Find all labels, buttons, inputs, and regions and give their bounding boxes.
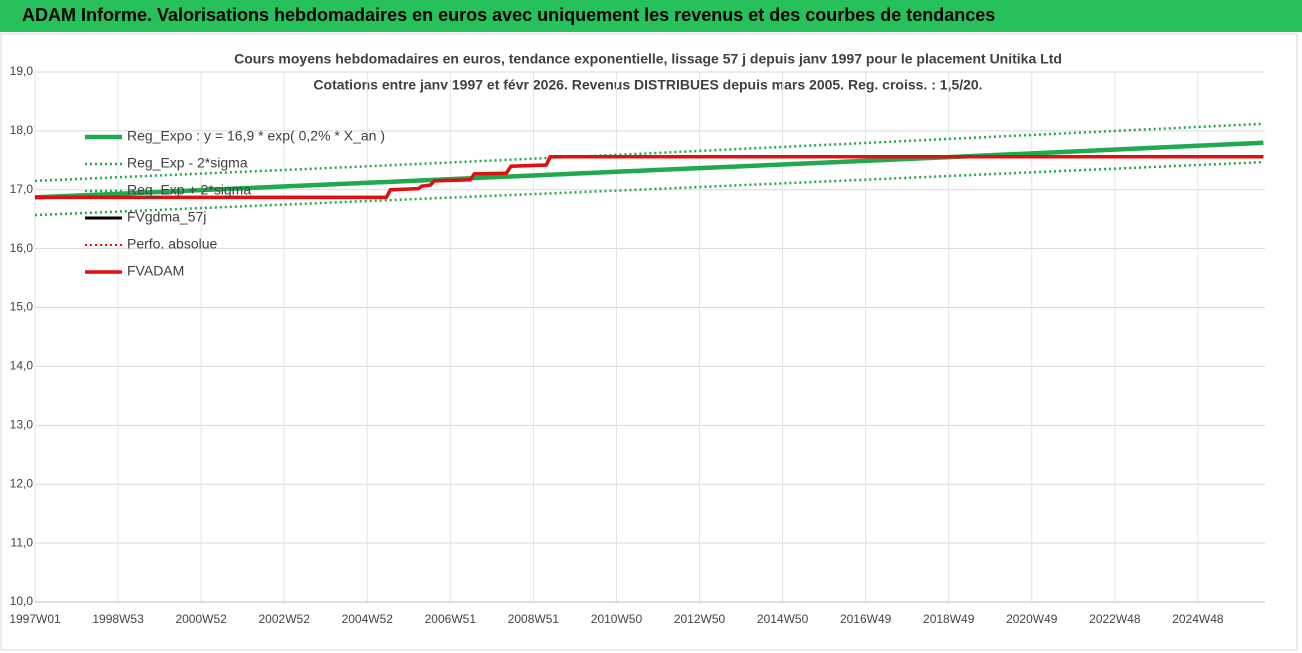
x-tick-label: 2008W51 <box>508 612 560 626</box>
chart: Cours moyens hebdomadaires en euros, ten… <box>0 33 1298 651</box>
series-line <box>34 140 1264 200</box>
legend-label: Perfo. absolue <box>127 236 217 252</box>
x-tick-label: 2024W48 <box>1172 612 1224 626</box>
x-tick-label: 2012W50 <box>674 612 726 626</box>
header-bar: ADAM Informe. Valorisations hebdomadaire… <box>0 0 1302 32</box>
legend-label: FVgdma_57j <box>127 209 206 225</box>
y-tick-label: 15,0 <box>10 300 34 314</box>
x-tick-label: 2002W52 <box>259 612 311 626</box>
x-tick-label: 2014W50 <box>757 612 809 626</box>
chart-title: Cours moyens hebdomadaires en euros, ten… <box>234 51 1062 67</box>
y-tick-label: 17,0 <box>10 182 34 196</box>
header-title: ADAM Informe. Valorisations hebdomadaire… <box>22 5 996 25</box>
series-line <box>34 122 1264 183</box>
legend-label: Reg_Exp - 2*sigma <box>127 155 248 171</box>
legend-label: Reg_Expo : y = 16,9 * exp( 0,2% * X_an ) <box>127 128 385 144</box>
legend-label: FVADAM <box>127 263 184 279</box>
series-line <box>35 155 1264 200</box>
chart-frame <box>0 33 1298 651</box>
x-tick-label: 2020W49 <box>1006 612 1058 626</box>
y-tick-label: 12,0 <box>10 476 34 490</box>
x-tick-label: 2010W50 <box>591 612 643 626</box>
x-tick-label: 2022W48 <box>1089 612 1141 626</box>
chart-subtitle: Cotations entre janv 1997 et févr 2026. … <box>313 77 982 93</box>
legend-label: Reg_Exp + 2*sigma <box>127 182 251 198</box>
y-tick-label: 10,0 <box>10 594 34 608</box>
x-tick-label: 1998W53 <box>92 612 144 626</box>
x-tick-label: 2018W49 <box>923 612 975 626</box>
series-line <box>34 160 1264 217</box>
x-tick-label: 2000W52 <box>175 612 227 626</box>
x-tick-label: 2006W51 <box>425 612 477 626</box>
y-tick-label: 16,0 <box>10 241 34 255</box>
x-tick-label: 2004W52 <box>342 612 394 626</box>
x-tick-label: 1997W01 <box>9 612 61 626</box>
y-tick-label: 14,0 <box>10 359 34 373</box>
y-tick-label: 19,0 <box>10 64 34 78</box>
x-tick-label: 2016W49 <box>840 612 892 626</box>
y-tick-label: 13,0 <box>10 418 34 432</box>
y-tick-label: 18,0 <box>10 123 34 137</box>
y-tick-label: 11,0 <box>11 535 34 549</box>
